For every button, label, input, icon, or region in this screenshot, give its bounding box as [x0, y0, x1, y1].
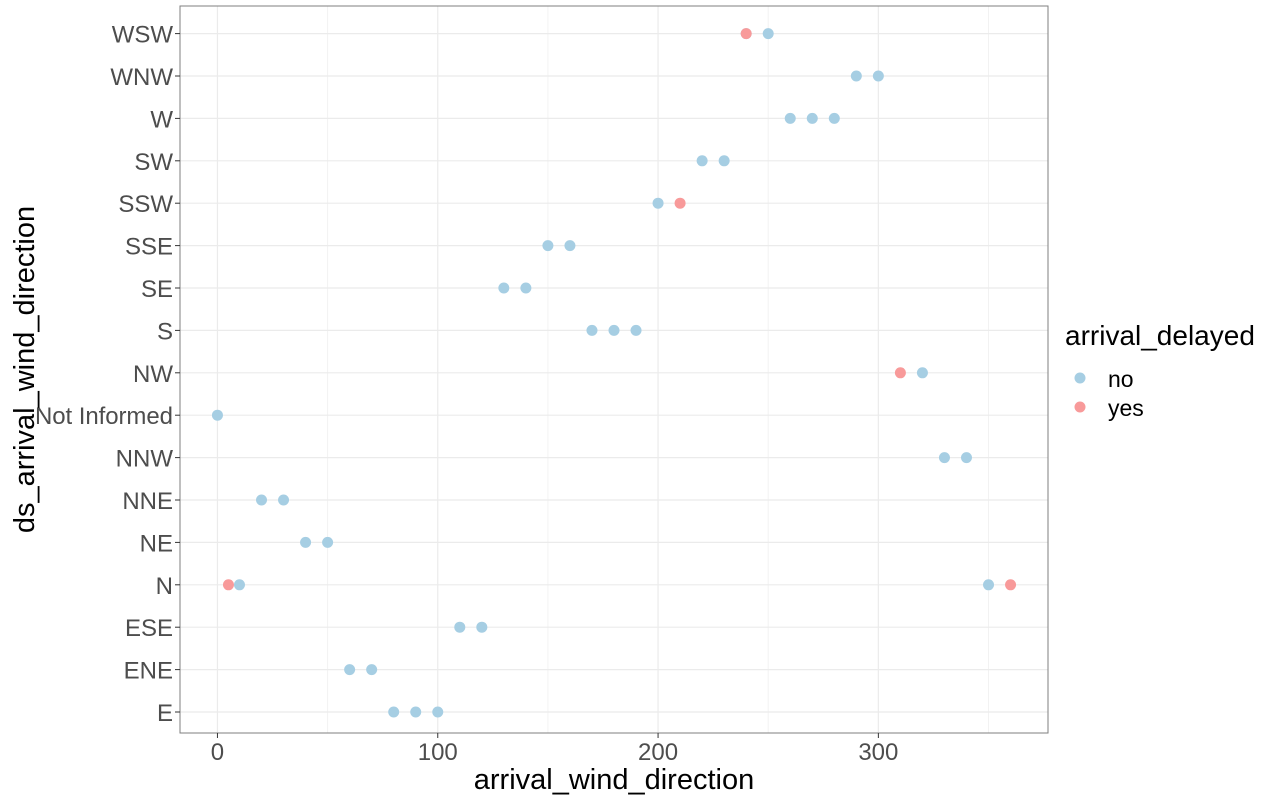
- x-tick-label: 0: [211, 739, 224, 766]
- y-tick-label: WSW: [112, 22, 174, 49]
- y-tick-label: SE: [141, 276, 173, 303]
- legend-title: arrival_delayed: [1065, 320, 1255, 351]
- data-point-no: [960, 452, 972, 464]
- data-point-no: [520, 282, 532, 294]
- data-point-yes: [674, 197, 686, 209]
- data-point-no: [233, 579, 245, 591]
- y-tick-label: ENE: [124, 658, 173, 685]
- x-axis-title: arrival_wind_direction: [474, 764, 754, 796]
- y-tick-label: ESE: [125, 615, 173, 642]
- y-tick-label: NW: [133, 361, 173, 388]
- data-point-no: [916, 367, 928, 379]
- grid-lines: [180, 6, 1048, 733]
- data-point-no: [344, 664, 356, 676]
- data-point-no: [718, 155, 730, 167]
- data-point-no: [608, 324, 620, 336]
- y-tick-label: S: [157, 318, 173, 345]
- y-tick-label: E: [157, 700, 173, 727]
- data-point-no: [630, 324, 642, 336]
- data-point-no: [476, 621, 488, 633]
- data-points: [211, 28, 1017, 718]
- legend-label-yes: yes: [1108, 395, 1144, 421]
- y-tick-label: SSW: [118, 191, 173, 218]
- y-tick-label: N: [156, 573, 173, 600]
- data-point-no: [454, 621, 466, 633]
- y-tick-label: SSE: [125, 234, 173, 261]
- y-tick-label: NE: [140, 530, 173, 557]
- data-point-no: [652, 197, 664, 209]
- data-point-no: [256, 494, 268, 506]
- data-point-no: [784, 112, 796, 124]
- data-point-yes: [894, 367, 906, 379]
- data-point-no: [388, 706, 400, 718]
- data-point-yes: [740, 28, 752, 40]
- x-tick-label: 100: [418, 739, 458, 766]
- data-point-no: [211, 409, 223, 421]
- data-point-no: [762, 28, 774, 40]
- y-tick-label: NNE: [122, 488, 173, 515]
- data-point-no: [828, 112, 840, 124]
- data-point-no: [696, 155, 708, 167]
- legend-key-yes: [1074, 401, 1086, 413]
- data-point-no: [872, 70, 884, 82]
- legend-entries: no yes: [1074, 366, 1144, 421]
- y-axis-title: ds_arrival_wind_direction: [9, 206, 41, 533]
- legend: arrival_delayed no yes: [1065, 320, 1255, 421]
- data-point-no: [586, 324, 598, 336]
- data-point-no: [278, 494, 290, 506]
- data-point-no: [542, 240, 554, 252]
- x-axis: 0 100 200 300: [211, 733, 898, 766]
- data-point-no: [300, 536, 312, 548]
- data-point-yes: [1005, 579, 1017, 591]
- legend-label-no: no: [1108, 366, 1134, 392]
- data-point-yes: [222, 579, 234, 591]
- data-point-no: [410, 706, 422, 718]
- data-point-no: [366, 664, 378, 676]
- data-point-no: [498, 282, 510, 294]
- data-point-no: [806, 112, 818, 124]
- x-tick-label: 300: [858, 739, 898, 766]
- y-tick-label: Not Informed: [35, 403, 173, 430]
- data-point-no: [322, 536, 334, 548]
- plot-panel-border: [179, 5, 1049, 734]
- y-tick-label: WNW: [110, 64, 173, 91]
- y-tick-label: SW: [134, 149, 173, 176]
- data-point-no: [938, 452, 950, 464]
- data-point-no: [432, 706, 444, 718]
- y-tick-label: NNW: [116, 446, 174, 473]
- y-tick-label: W: [150, 106, 173, 133]
- data-point-no: [564, 240, 576, 252]
- data-point-no: [850, 70, 862, 82]
- x-tick-label: 200: [638, 739, 678, 766]
- legend-key-no: [1074, 372, 1086, 384]
- data-point-no: [983, 579, 995, 591]
